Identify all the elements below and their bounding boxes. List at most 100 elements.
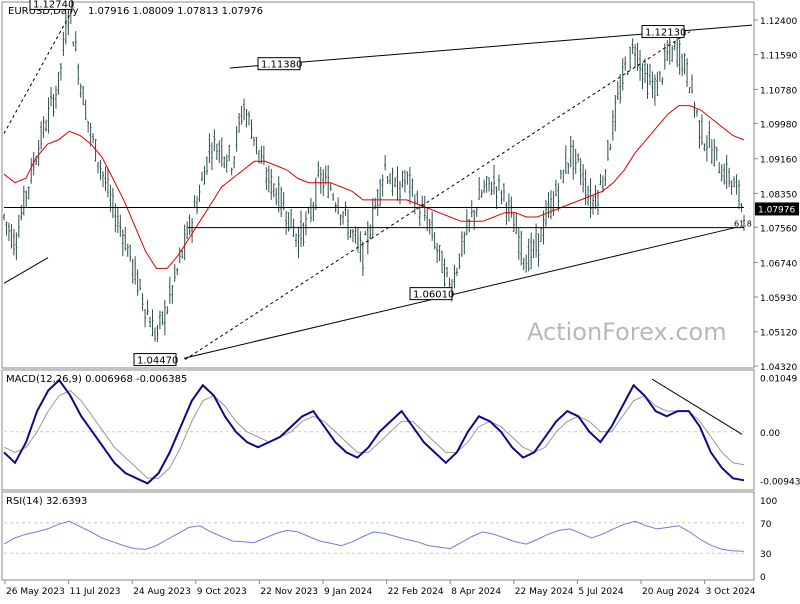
price-candle xyxy=(725,154,728,189)
dashed-rise-line xyxy=(3,6,75,134)
price-candle xyxy=(225,154,228,173)
x-axis-label: 9 Oct 2023 xyxy=(197,587,247,597)
macd-trendline xyxy=(651,378,743,435)
price-candle xyxy=(592,195,595,215)
price-candle xyxy=(713,138,716,167)
price-candle xyxy=(344,201,347,216)
price-candle xyxy=(720,164,723,182)
price-candle xyxy=(156,324,159,343)
x-axis-label: 22 May 2024 xyxy=(515,587,574,597)
price-candle xyxy=(337,197,340,215)
price-candle xyxy=(403,169,406,193)
price-candle xyxy=(564,145,567,175)
price-candle xyxy=(478,177,481,201)
price-candle xyxy=(366,221,369,255)
price-candle xyxy=(572,139,575,180)
price-candle xyxy=(599,173,602,186)
annotation-box xyxy=(133,353,177,367)
price-candle xyxy=(309,197,312,223)
price-candle xyxy=(490,181,493,196)
price-candle xyxy=(559,169,562,180)
price-candle xyxy=(391,167,394,196)
price-candle xyxy=(460,231,463,257)
price-candle xyxy=(178,247,181,264)
price-candle xyxy=(319,166,322,194)
price-candle xyxy=(47,97,50,134)
price-candle xyxy=(658,71,661,82)
price-candle xyxy=(131,258,134,284)
price-candle xyxy=(495,186,498,209)
price-candle xyxy=(144,309,147,328)
macd-line xyxy=(3,378,745,485)
price-candle xyxy=(438,244,441,262)
price-candle xyxy=(97,162,100,174)
price-candle xyxy=(146,299,149,316)
price-candle xyxy=(475,207,478,218)
price-candle xyxy=(619,73,622,104)
price-candle xyxy=(260,145,263,164)
x-axis-label: 22 Nov 2023 xyxy=(260,587,318,597)
price-candle xyxy=(686,58,689,87)
price-candle xyxy=(161,311,164,326)
price-candle xyxy=(520,230,523,266)
price-axis-tick-label: 1.09160 xyxy=(760,156,797,166)
price-candle xyxy=(639,49,642,81)
price-candle xyxy=(317,161,320,178)
price-candle xyxy=(624,56,627,71)
price-candle xyxy=(173,264,176,282)
rsi-layer xyxy=(3,520,745,554)
price-candle xyxy=(45,119,48,132)
price-candle xyxy=(604,169,607,186)
price-candle xyxy=(153,327,156,342)
price-candle xyxy=(656,71,659,97)
price-candle xyxy=(441,250,444,274)
price-candle xyxy=(52,94,55,117)
price-candle xyxy=(710,139,713,165)
price-candle xyxy=(698,120,701,149)
price-candle xyxy=(547,192,550,218)
price-candle xyxy=(198,184,201,202)
price-candle xyxy=(287,212,290,232)
price-candle xyxy=(356,227,359,253)
price-candle xyxy=(295,233,298,247)
price-candle xyxy=(537,233,540,267)
price-candle xyxy=(223,156,226,169)
price-candle xyxy=(136,269,139,296)
price-candle xyxy=(243,98,246,121)
price-candle xyxy=(359,231,362,262)
price-axis-tick-label: 1.09980 xyxy=(760,121,797,131)
chart-ohlc-label: 1.07916 1.08009 1.07813 1.07976 xyxy=(88,6,263,17)
price-candle xyxy=(302,222,305,247)
price-candle xyxy=(668,32,671,65)
price-candle xyxy=(277,176,280,213)
price-candle xyxy=(485,175,488,193)
rsi-axis-tick-label: 30 xyxy=(760,550,772,560)
price-candle xyxy=(557,183,560,212)
price-candle xyxy=(443,258,446,288)
price-candle xyxy=(27,186,30,200)
price-candle xyxy=(332,192,335,201)
price-candle xyxy=(5,221,8,236)
price-candle xyxy=(527,238,530,272)
price-candle xyxy=(50,86,53,107)
price-candle xyxy=(497,174,500,191)
price-candle xyxy=(176,268,179,276)
price-candle xyxy=(683,53,686,75)
price-candle xyxy=(72,41,75,47)
price-candle xyxy=(522,257,525,271)
support-trendline xyxy=(183,227,736,359)
x-axis-label: 5 Jul 2024 xyxy=(578,587,623,597)
price-candle xyxy=(376,188,379,216)
price-candle xyxy=(455,267,458,277)
price-candle xyxy=(636,42,639,71)
price-candle xyxy=(703,143,706,152)
price-candle xyxy=(406,171,409,185)
price-candle xyxy=(163,300,166,336)
price-candle xyxy=(121,229,124,257)
macd-layer xyxy=(3,378,745,485)
rsi-line xyxy=(3,520,745,552)
price-candle xyxy=(530,232,533,270)
price-candle xyxy=(240,105,243,125)
rsi-panel-frame xyxy=(1,491,755,581)
price-candle xyxy=(678,40,681,75)
